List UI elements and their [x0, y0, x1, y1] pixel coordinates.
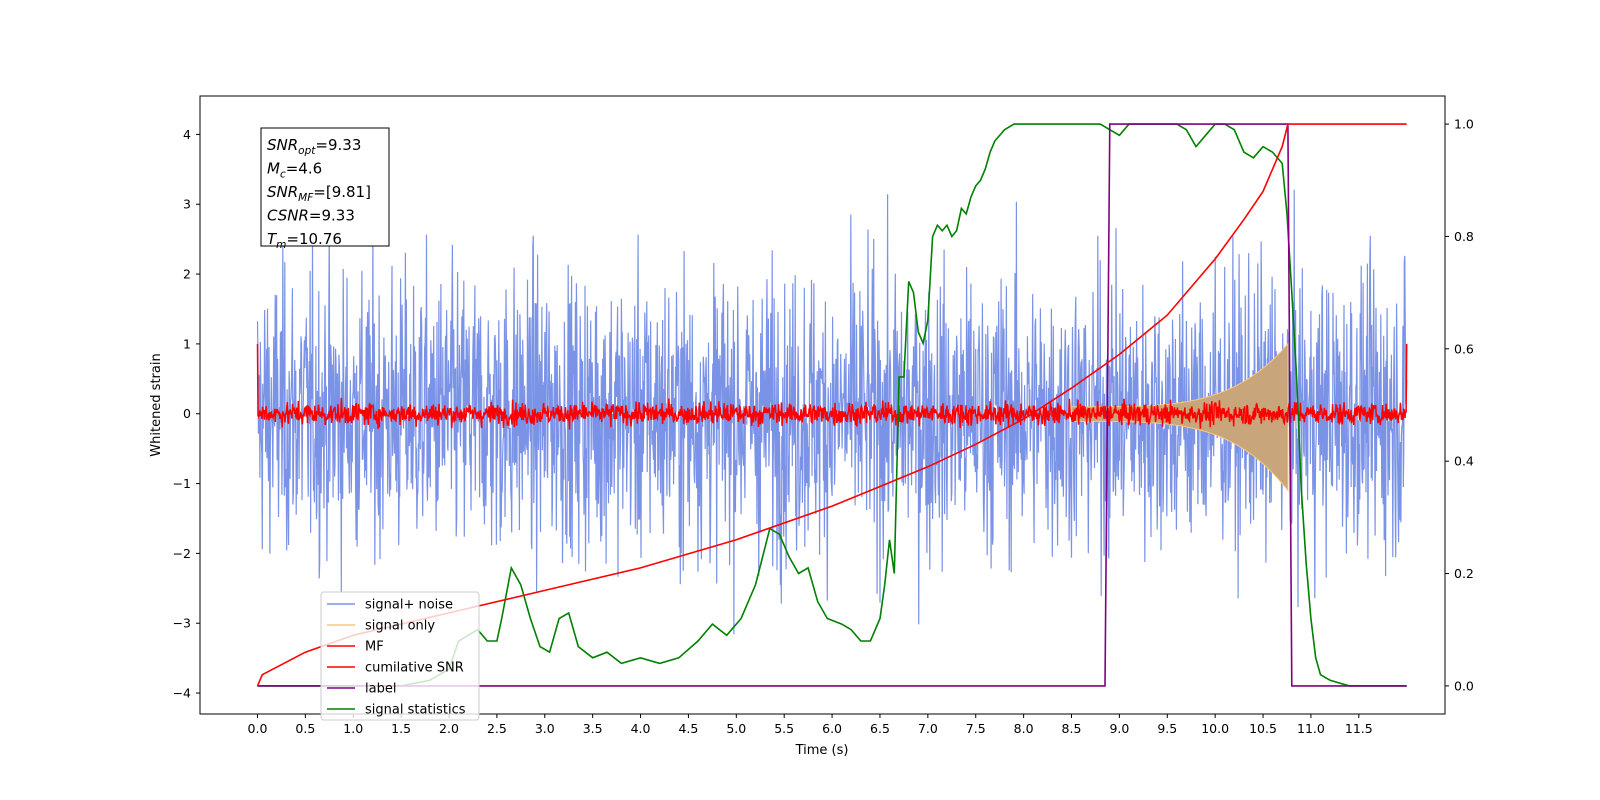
y-right-tick-label: 0.0: [1454, 678, 1474, 693]
info-box-line: SNRMF=[9.81]: [267, 183, 371, 204]
x-tick-label: 10.0: [1201, 721, 1229, 736]
x-tick-label: 10.5: [1249, 721, 1277, 736]
x-tick-label: 0.5: [295, 721, 315, 736]
x-axis: 0.0 0.5 1.0 1.5 2.0 2.5 3.0 3.5 4.0 4.5 5.0 5.5 6.0 6…: [248, 714, 1373, 736]
legend-label: signal statistics: [365, 703, 466, 718]
x-tick-label: 2.0: [439, 721, 459, 736]
axes-frame: [199, 95, 1446, 715]
y-left-tick-label: 1: [183, 336, 191, 351]
x-tick-label: 0.0: [248, 721, 268, 736]
y-axis-label: Whitened strain: [149, 353, 164, 456]
x-tick-label: 6.5: [870, 721, 890, 736]
y-axis-left: −4 −3 −2 −1 0 1 2 3 4: [173, 127, 200, 701]
x-tick-label: 4.0: [631, 721, 651, 736]
x-tick-label: 8.5: [1062, 721, 1082, 736]
x-tick-label: 11.5: [1345, 721, 1373, 736]
y-right-tick-label: 0.8: [1454, 229, 1474, 244]
x-tick-label: 4.5: [678, 721, 698, 736]
y-left-tick-label: 4: [183, 127, 191, 142]
y-right-tick-label: 0.4: [1454, 454, 1474, 469]
x-tick-label: 7.0: [918, 721, 938, 736]
legend: signal+ noise signal only MF cumilative SNR…: [320, 591, 480, 721]
legend-frame: [320, 591, 480, 721]
series-label-line: [257, 123, 1407, 687]
x-tick-label: 8.0: [1014, 721, 1034, 736]
legend-label: label: [365, 682, 396, 697]
x-tick-label: 7.5: [966, 721, 986, 736]
info-box-line: SNRopt=9.33: [267, 136, 361, 157]
legend-label: signal only: [365, 619, 435, 634]
series-signal-statistics-line: [257, 123, 1407, 687]
y-left-tick-label: 2: [183, 267, 191, 282]
info-box-line: CSNR=9.33: [267, 207, 355, 225]
x-tick-label: 2.5: [487, 721, 507, 736]
y-right-tick-label: 0.6: [1454, 341, 1474, 356]
x-tick-label: 5.0: [726, 721, 746, 736]
info-box-frame: [260, 127, 390, 247]
legend-label: cumilative SNR: [365, 661, 464, 676]
y-axis-right: 0.0 0.2 0.4 0.6 0.8 1.0: [1445, 117, 1474, 693]
x-tick-label: 5.5: [774, 721, 794, 736]
y-left-tick-label: −3: [173, 616, 191, 631]
x-tick-label: 9.5: [1157, 721, 1177, 736]
x-tick-label: 1.0: [343, 721, 363, 736]
y-left-tick-label: 3: [183, 197, 191, 212]
x-tick-label: 3.5: [583, 721, 603, 736]
x-tick-label: 11.0: [1297, 721, 1325, 736]
legend-label: signal+ noise: [365, 598, 453, 613]
series-mf-line: [256, 343, 1408, 430]
y-left-tick-label: −2: [173, 546, 191, 561]
y-left-tick-label: −1: [173, 476, 191, 491]
legend-label: MF: [365, 640, 384, 655]
info-box-line: Mc=4.6: [267, 160, 322, 181]
x-tick-label: 1.5: [391, 721, 411, 736]
y-left-tick-label: −4: [173, 686, 191, 701]
series-signal-noise-line: [256, 189, 1408, 635]
x-tick-label: 9.0: [1109, 721, 1129, 736]
y-left-tick-label: 0: [183, 406, 191, 421]
y-right-tick-label: 0.2: [1454, 566, 1474, 581]
x-tick-label: 6.0: [822, 721, 842, 736]
x-tick-label: 3.0: [535, 721, 555, 736]
info-box-line: Tm=10.76: [267, 230, 342, 251]
y-right-tick-label: 1.0: [1454, 117, 1474, 132]
x-axis-label: Time (s): [795, 743, 849, 758]
